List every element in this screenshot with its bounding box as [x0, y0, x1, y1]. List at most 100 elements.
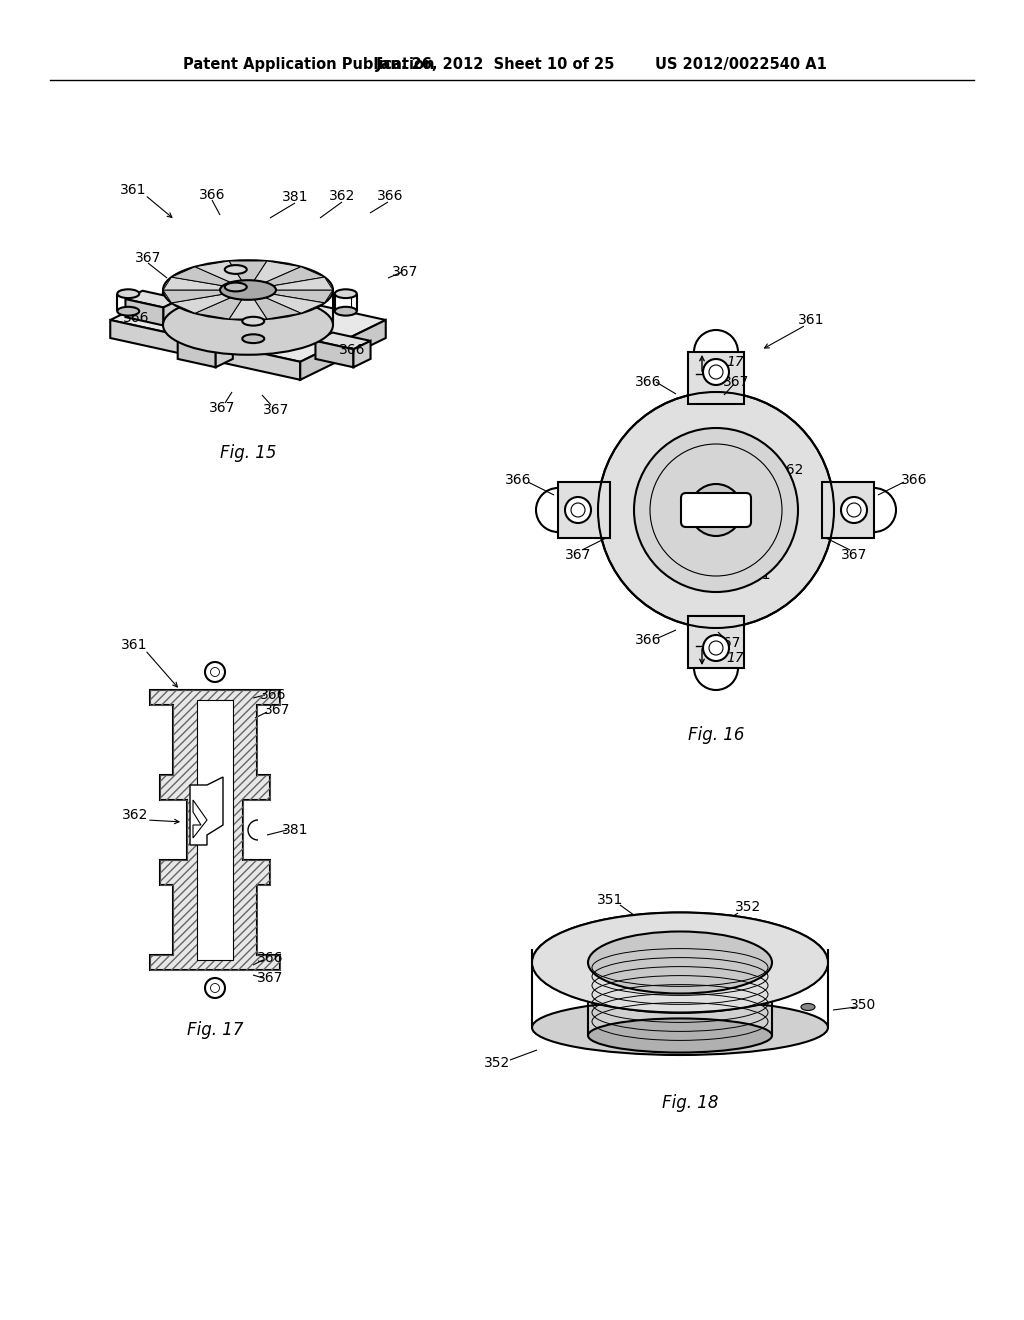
Text: 350: 350: [850, 998, 877, 1012]
Text: 366: 366: [635, 375, 662, 389]
Ellipse shape: [243, 317, 264, 326]
Text: 367: 367: [264, 704, 290, 717]
Polygon shape: [300, 319, 386, 380]
Polygon shape: [822, 482, 874, 539]
Text: 381: 381: [282, 190, 308, 205]
Polygon shape: [229, 261, 267, 280]
Ellipse shape: [801, 1003, 815, 1011]
Circle shape: [565, 498, 591, 523]
Ellipse shape: [163, 260, 333, 319]
Polygon shape: [111, 279, 386, 362]
Text: 367: 367: [263, 403, 289, 417]
Ellipse shape: [588, 932, 772, 994]
Text: Patent Application Publication: Patent Application Publication: [183, 58, 434, 73]
Polygon shape: [263, 290, 318, 308]
Text: 366: 366: [505, 473, 531, 487]
Text: 367: 367: [841, 548, 867, 562]
Polygon shape: [150, 690, 280, 970]
Text: 367: 367: [565, 548, 591, 562]
Polygon shape: [353, 341, 371, 367]
Ellipse shape: [532, 912, 828, 1012]
Polygon shape: [171, 294, 230, 313]
Circle shape: [841, 498, 867, 523]
Polygon shape: [126, 300, 164, 326]
Polygon shape: [263, 300, 301, 326]
Polygon shape: [265, 294, 325, 313]
Polygon shape: [195, 261, 242, 282]
Text: Jan. 26, 2012  Sheet 10 of 25: Jan. 26, 2012 Sheet 10 of 25: [376, 58, 615, 73]
Polygon shape: [273, 277, 333, 290]
Text: 367: 367: [135, 251, 161, 265]
Text: Fig. 16: Fig. 16: [688, 726, 744, 744]
Ellipse shape: [220, 280, 276, 300]
Text: 362: 362: [329, 189, 355, 203]
Circle shape: [211, 668, 219, 676]
Ellipse shape: [335, 289, 356, 298]
Ellipse shape: [118, 306, 139, 315]
Ellipse shape: [224, 265, 247, 275]
Text: 367: 367: [257, 972, 284, 985]
Polygon shape: [315, 341, 353, 367]
Text: 381: 381: [282, 822, 308, 837]
Polygon shape: [190, 777, 223, 845]
Ellipse shape: [224, 282, 247, 292]
Text: 352: 352: [735, 900, 761, 913]
FancyBboxPatch shape: [681, 492, 751, 527]
Polygon shape: [111, 319, 300, 380]
Circle shape: [205, 978, 225, 998]
Polygon shape: [197, 700, 233, 960]
Polygon shape: [195, 298, 242, 319]
Ellipse shape: [163, 296, 333, 355]
Text: 352: 352: [484, 1056, 510, 1071]
Text: Fig. 17: Fig. 17: [186, 1020, 244, 1039]
Polygon shape: [193, 800, 207, 838]
Ellipse shape: [243, 334, 264, 343]
Polygon shape: [178, 333, 232, 350]
Polygon shape: [301, 300, 318, 326]
Polygon shape: [315, 333, 371, 350]
Text: 366: 366: [199, 187, 225, 202]
Text: Fig. 15: Fig. 15: [220, 444, 276, 462]
Circle shape: [709, 366, 723, 379]
Ellipse shape: [532, 1001, 828, 1055]
Text: 366: 366: [260, 688, 287, 702]
Circle shape: [205, 663, 225, 682]
Polygon shape: [229, 300, 267, 319]
Polygon shape: [126, 290, 180, 308]
Text: 381: 381: [744, 568, 771, 582]
Polygon shape: [163, 290, 223, 302]
Circle shape: [847, 503, 861, 517]
Text: 362: 362: [122, 808, 148, 822]
Text: 367: 367: [715, 636, 741, 649]
Polygon shape: [688, 616, 744, 668]
Circle shape: [703, 635, 729, 661]
Polygon shape: [163, 277, 223, 290]
Polygon shape: [254, 298, 301, 319]
Text: 361: 361: [798, 313, 824, 327]
Circle shape: [571, 503, 585, 517]
Text: 17: 17: [726, 651, 743, 665]
Polygon shape: [216, 341, 232, 367]
Text: 367: 367: [723, 375, 750, 389]
Text: 366: 366: [901, 473, 928, 487]
Circle shape: [211, 983, 219, 993]
Circle shape: [598, 392, 834, 628]
Text: 17: 17: [726, 355, 743, 370]
Circle shape: [703, 359, 729, 385]
Text: 367: 367: [209, 401, 236, 414]
Text: 366: 366: [123, 312, 150, 325]
Polygon shape: [164, 300, 180, 326]
Polygon shape: [171, 267, 230, 285]
Polygon shape: [688, 352, 744, 404]
Polygon shape: [558, 482, 610, 539]
Text: 362: 362: [778, 463, 804, 477]
Polygon shape: [265, 267, 325, 285]
Text: 366: 366: [339, 343, 366, 356]
Ellipse shape: [118, 289, 139, 298]
Text: Fig. 18: Fig. 18: [662, 1093, 718, 1111]
Ellipse shape: [335, 306, 356, 315]
Ellipse shape: [588, 1019, 772, 1052]
Text: 366: 366: [257, 950, 284, 965]
Polygon shape: [254, 261, 301, 282]
Polygon shape: [178, 341, 216, 367]
